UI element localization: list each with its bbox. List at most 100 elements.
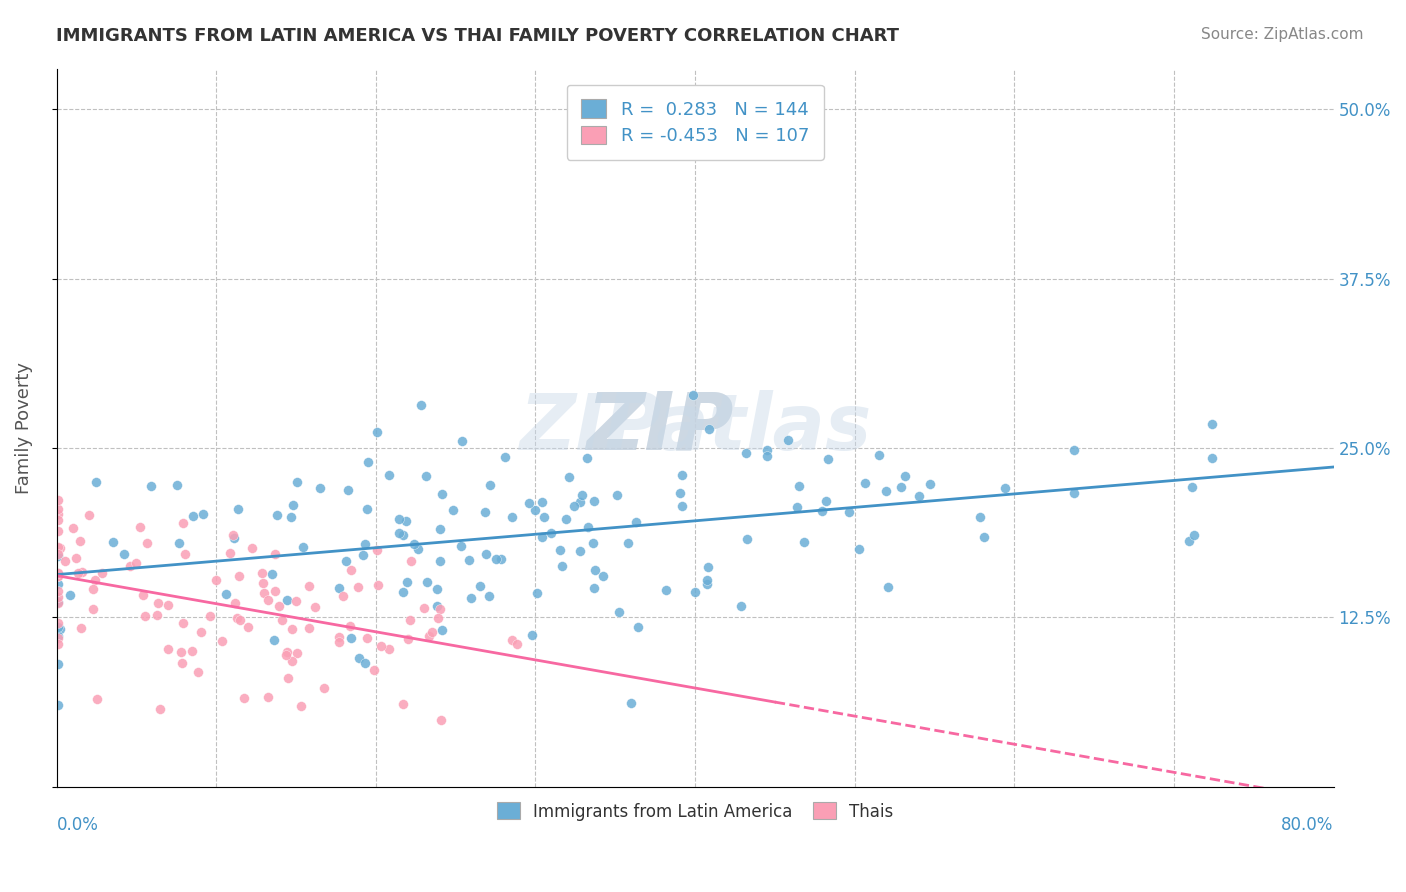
Point [426, 582, 449, 596]
Point [233, 690, 256, 705]
Point [624, 515, 647, 529]
Point [172, 616, 194, 631]
Point [46, 540, 69, 554]
Text: ZIP: ZIP [586, 389, 734, 467]
Point [696, 573, 718, 587]
Point [501, 633, 523, 648]
Point [46, 547, 69, 561]
Point [517, 496, 540, 510]
Point [281, 623, 304, 637]
Point [620, 696, 643, 710]
Point [756, 442, 779, 457]
Point [548, 543, 571, 558]
Point [520, 627, 543, 641]
Point [890, 480, 912, 494]
Point [46, 591, 69, 605]
Point [82, 602, 104, 616]
Point [337, 483, 360, 497]
Point [568, 494, 591, 508]
Point [402, 537, 425, 551]
Point [607, 606, 630, 620]
Point [392, 584, 415, 599]
Point [378, 642, 401, 657]
Point [429, 554, 451, 568]
Point [682, 387, 704, 401]
Point [118, 559, 141, 574]
Text: Source: ZipAtlas.com: Source: ZipAtlas.com [1201, 27, 1364, 42]
Point [533, 510, 555, 524]
Point [617, 535, 640, 549]
Point [257, 593, 280, 607]
Point [671, 468, 693, 483]
Point [205, 573, 228, 587]
Point [215, 587, 238, 601]
Point [356, 631, 378, 645]
Point [388, 512, 411, 526]
Point [415, 469, 437, 483]
Point [391, 528, 413, 542]
Point [523, 503, 546, 517]
Point [451, 434, 474, 448]
Point [263, 548, 285, 562]
Point [530, 495, 553, 509]
Point [399, 613, 422, 627]
Point [222, 531, 245, 545]
Point [460, 591, 482, 605]
Point [697, 422, 720, 436]
Point [485, 552, 508, 566]
Point [1201, 417, 1223, 431]
Point [810, 504, 832, 518]
Point [101, 534, 124, 549]
Point [786, 500, 808, 515]
Point [46, 524, 69, 539]
Point [366, 425, 388, 440]
Point [730, 599, 752, 614]
Point [555, 512, 578, 526]
Point [413, 600, 436, 615]
Point [685, 584, 707, 599]
Point [396, 632, 419, 646]
Point [271, 613, 294, 627]
Point [474, 547, 496, 561]
Point [283, 498, 305, 512]
Point [62, 521, 84, 535]
Point [46, 584, 69, 599]
Point [838, 505, 860, 519]
Point [263, 583, 285, 598]
Point [82, 582, 104, 596]
Point [432, 487, 454, 501]
Point [304, 600, 326, 615]
Point [756, 449, 779, 463]
Point [470, 579, 492, 593]
Point [46, 637, 69, 651]
Point [263, 632, 285, 647]
Point [416, 575, 439, 590]
Point [46, 568, 69, 582]
Point [340, 631, 363, 645]
Point [815, 493, 838, 508]
Point [474, 505, 496, 519]
Point [734, 446, 756, 460]
Text: ZIPatlas: ZIPatlas [519, 390, 872, 466]
Point [551, 559, 574, 574]
Point [285, 646, 308, 660]
Point [377, 467, 399, 482]
Point [568, 544, 591, 558]
Point [228, 569, 250, 583]
Point [606, 488, 628, 502]
Point [298, 579, 321, 593]
Text: 0.0%: 0.0% [56, 815, 98, 834]
Point [735, 532, 758, 546]
Point [668, 485, 690, 500]
Point [457, 553, 479, 567]
Text: IMMIGRANTS FROM LATIN AMERICA VS THAI FAMILY POVERTY CORRELATION CHART: IMMIGRANTS FROM LATIN AMERICA VS THAI FA… [56, 27, 900, 45]
Point [236, 620, 259, 634]
Point [281, 654, 304, 668]
Point [66, 566, 89, 580]
Point [339, 619, 361, 633]
Point [1063, 486, 1085, 500]
Point [877, 580, 900, 594]
Point [356, 502, 378, 516]
Point [65, 550, 87, 565]
Point [170, 644, 193, 658]
